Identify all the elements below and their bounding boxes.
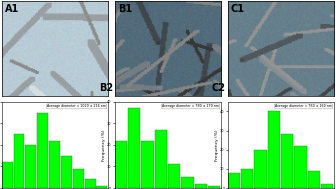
Bar (96, 186, 107, 188)
Bar (85, 179, 95, 188)
Bar (294, 146, 306, 188)
Bar (128, 108, 140, 188)
Bar (141, 141, 154, 188)
Bar (61, 156, 72, 188)
Bar (13, 134, 25, 188)
Bar (268, 111, 280, 188)
Bar (208, 186, 220, 188)
Text: B1: B1 (118, 4, 132, 14)
Text: Average diameter = 760 ± 160 nm: Average diameter = 760 ± 160 nm (275, 104, 332, 108)
Text: Average diameter = 1020 ± 216 nm: Average diameter = 1020 ± 216 nm (47, 104, 106, 108)
Bar (241, 169, 253, 188)
Bar (321, 184, 333, 188)
Bar (281, 134, 293, 188)
Bar (195, 184, 207, 188)
Bar (2, 162, 12, 188)
Text: C1: C1 (231, 4, 245, 14)
Bar (37, 113, 48, 188)
Y-axis label: Frequency (%): Frequency (%) (215, 129, 219, 161)
Y-axis label: Frequency (%): Frequency (%) (102, 129, 106, 161)
Bar (181, 177, 194, 188)
Bar (228, 173, 240, 188)
Text: B2: B2 (99, 83, 113, 93)
Bar (73, 169, 84, 188)
Bar (254, 150, 267, 188)
Bar (115, 141, 127, 188)
Bar (49, 141, 60, 188)
Bar (168, 164, 180, 188)
Text: Average diameter = 780 ± 170 nm: Average diameter = 780 ± 170 nm (162, 104, 219, 108)
Text: C2: C2 (212, 83, 226, 93)
Bar (308, 171, 320, 188)
Bar (155, 130, 167, 188)
Bar (26, 145, 36, 188)
Text: A1: A1 (5, 4, 19, 14)
